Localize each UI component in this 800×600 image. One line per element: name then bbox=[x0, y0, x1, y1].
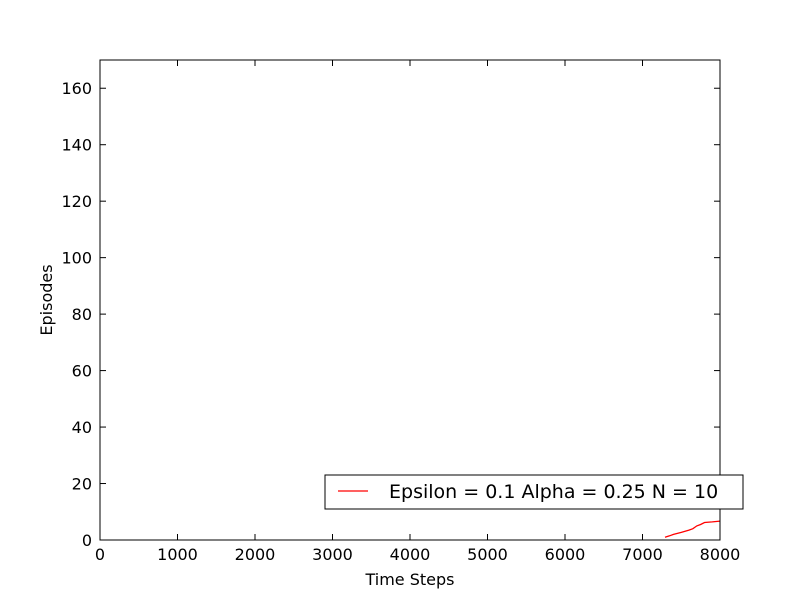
y-tick-label: 160 bbox=[61, 79, 92, 98]
y-tick-label: 40 bbox=[72, 418, 92, 437]
y-tick-label: 20 bbox=[72, 475, 92, 494]
series-lines bbox=[664, 520, 721, 538]
plot-area-frame bbox=[99, 59, 721, 541]
tick-labels: 0 1000 2000 3000 4000 5000 6000 7000 8000 0 20 40 60… bbox=[61, 79, 740, 564]
x-tick-label: 6000 bbox=[545, 545, 586, 564]
x-axis-label: Time Steps bbox=[364, 570, 454, 589]
x-tick-label: 7000 bbox=[622, 545, 663, 564]
x-tick-label: 4000 bbox=[390, 545, 431, 564]
x-tick-label: 2000 bbox=[235, 545, 276, 564]
y-axis-label: Episodes bbox=[37, 264, 56, 335]
axis-ticks bbox=[99, 60, 721, 541]
x-tick-label: 0 bbox=[95, 545, 105, 564]
y-tick-label: 60 bbox=[72, 362, 92, 381]
x-tick-label: 5000 bbox=[467, 545, 508, 564]
x-tick-label: 8000 bbox=[700, 545, 741, 564]
legend: Epsilon = 0.1 Alpha = 0.25 N = 10 bbox=[324, 474, 744, 510]
y-tick-label: 100 bbox=[61, 249, 92, 268]
y-tick-label: 0 bbox=[82, 531, 92, 550]
series-line bbox=[664, 520, 721, 538]
y-tick-label: 120 bbox=[61, 192, 92, 211]
y-tick-label: 140 bbox=[61, 136, 92, 155]
y-tick-label: 80 bbox=[72, 305, 92, 324]
x-tick-label: 1000 bbox=[157, 545, 198, 564]
legend-entry-label: Epsilon = 0.1 Alpha = 0.25 N = 10 bbox=[389, 481, 718, 503]
x-tick-label: 3000 bbox=[312, 545, 353, 564]
legend-box bbox=[324, 474, 744, 510]
